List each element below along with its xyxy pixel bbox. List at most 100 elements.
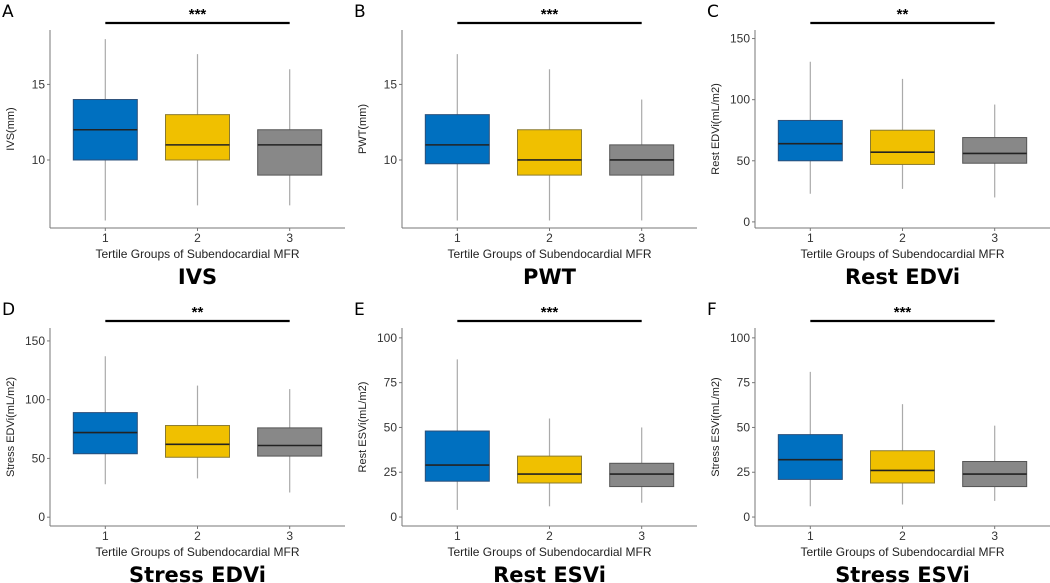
- x-tick-label: 1: [807, 231, 814, 245]
- box: [165, 114, 230, 161]
- y-tick-label: 25: [384, 465, 398, 479]
- box: [424, 114, 490, 165]
- y-axis-label: Rest ESVi(mL/m2): [357, 382, 369, 473]
- y-tick-label: 75: [384, 376, 398, 390]
- box: [165, 425, 230, 458]
- panel-letter: E: [354, 300, 365, 320]
- significance-label: **: [192, 304, 204, 321]
- panel-letter: F: [707, 300, 717, 320]
- x-tick-label: 1: [807, 529, 814, 543]
- box: [777, 119, 843, 162]
- y-axis-label: Rest EDVi(mL/m2): [710, 83, 722, 174]
- panel-title: IVS: [178, 265, 217, 289]
- panel-title: PWT: [523, 265, 577, 289]
- box: [609, 462, 675, 488]
- x-tick-label: 1: [102, 529, 109, 543]
- box-group-2: [870, 78, 935, 189]
- x-axis-label: Tertile Groups of Subendocardial MFR: [95, 247, 299, 261]
- box-group-1: [72, 356, 138, 485]
- box-group-1: [72, 39, 138, 221]
- y-tick-label: 50: [32, 451, 46, 465]
- y-tick-label: 0: [390, 510, 397, 524]
- box: [870, 450, 935, 484]
- y-tick-label: 150: [25, 334, 45, 348]
- y-tick-label: 15: [32, 77, 46, 91]
- y-tick-label: 100: [730, 93, 750, 107]
- x-tick-label: 3: [638, 529, 645, 543]
- box-group-3: [962, 425, 1028, 501]
- box: [257, 427, 323, 457]
- box: [257, 129, 323, 176]
- significance-label: **: [897, 6, 909, 23]
- x-axis-label: Tertile Groups of Subendocardial MFR: [800, 545, 1004, 559]
- box-group-3: [609, 427, 675, 503]
- x-axis-label: Tertile Groups of Subendocardial MFR: [447, 247, 651, 261]
- panel-title: Rest ESVi: [493, 563, 606, 583]
- y-tick-label: 0: [743, 510, 750, 524]
- x-tick-label: 2: [546, 231, 553, 245]
- box-group-2: [517, 418, 582, 507]
- box-group-1: [777, 371, 843, 507]
- panel-b: B *** 10 15 1 2 3 Tertile Groups of Subendocard…: [354, 2, 697, 289]
- x-tick-label: 3: [286, 529, 293, 543]
- y-tick-label: 100: [730, 331, 750, 345]
- panel-letter: C: [707, 2, 719, 22]
- y-tick-label: 15: [384, 77, 398, 91]
- y-tick-label: 10: [384, 153, 398, 167]
- box: [962, 137, 1028, 164]
- panel-letter: A: [2, 2, 14, 22]
- x-tick-label: 2: [899, 231, 906, 245]
- x-tick-label: 2: [546, 529, 553, 543]
- box: [777, 434, 843, 480]
- box-group-2: [517, 69, 582, 221]
- box-group-2: [165, 385, 230, 479]
- x-tick-label: 2: [194, 231, 201, 245]
- y-tick-label: 0: [743, 215, 750, 229]
- y-tick-label: 50: [384, 420, 398, 434]
- y-axis-label: Stress ESVi(mL/m2): [710, 377, 722, 476]
- y-axis-label: Stress EDVi(mL/m2): [5, 377, 17, 477]
- significance-label: ***: [541, 304, 559, 321]
- panel-letter: D: [2, 300, 15, 320]
- y-tick-label: 100: [25, 393, 45, 407]
- box-group-3: [257, 69, 323, 206]
- y-tick-label: 0: [38, 510, 45, 524]
- x-tick-label: 3: [991, 529, 998, 543]
- x-tick-label: 1: [454, 231, 461, 245]
- box: [424, 430, 490, 482]
- panel-a: A *** 10 15 1 2 3 Tertile Groups of Subendocard…: [2, 2, 345, 289]
- panel-c: C ** 0 50 100 150 1 2 3 Tertile Groups of Subendo…: [707, 2, 1050, 289]
- y-tick-label: 50: [737, 420, 751, 434]
- panel-letter: B: [354, 2, 366, 22]
- x-tick-label: 3: [991, 231, 998, 245]
- x-tick-label: 3: [638, 231, 645, 245]
- panel-title: Stress ESVi: [835, 563, 970, 583]
- box-group-2: [165, 54, 230, 206]
- y-axis-label: IVS(mm): [5, 107, 17, 150]
- box-group-3: [257, 389, 323, 493]
- significance-label: ***: [541, 6, 559, 23]
- box: [517, 455, 582, 484]
- x-axis-label: Tertile Groups of Subendocardial MFR: [95, 545, 299, 559]
- significance-label: ***: [894, 304, 912, 321]
- x-tick-label: 1: [454, 529, 461, 543]
- y-tick-label: 150: [730, 32, 750, 46]
- y-tick-label: 10: [32, 153, 46, 167]
- y-axis-label: PWT(mm): [357, 104, 369, 154]
- y-tick-label: 50: [737, 154, 751, 168]
- x-axis-label: Tertile Groups of Subendocardial MFR: [800, 247, 1004, 261]
- y-tick-label: 75: [737, 376, 751, 390]
- x-tick-label: 3: [286, 231, 293, 245]
- y-tick-label: 25: [737, 465, 751, 479]
- panel-e: E *** 0 25 50 75 100 1 2 3 Tertile Groups of Suben…: [354, 300, 697, 583]
- box-group-3: [609, 99, 675, 221]
- box-group-1: [777, 61, 843, 194]
- box: [517, 129, 582, 176]
- significance-label: ***: [189, 6, 207, 23]
- panel-title: Stress EDVi: [129, 563, 266, 583]
- box-group-2: [870, 404, 935, 505]
- panel-d: D ** 0 50 100 150 1 2 3 Tertile Groups of Subendo…: [2, 300, 345, 583]
- x-tick-label: 1: [102, 231, 109, 245]
- box-group-1: [424, 359, 490, 510]
- x-tick-label: 2: [194, 529, 201, 543]
